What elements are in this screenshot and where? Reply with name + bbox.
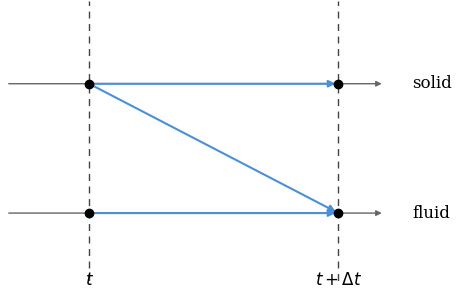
Text: fluid: fluid <box>412 205 450 222</box>
Text: $t$: $t$ <box>84 272 94 289</box>
Text: $t + \Delta t$: $t + \Delta t$ <box>315 272 362 289</box>
Text: solid: solid <box>412 75 452 92</box>
